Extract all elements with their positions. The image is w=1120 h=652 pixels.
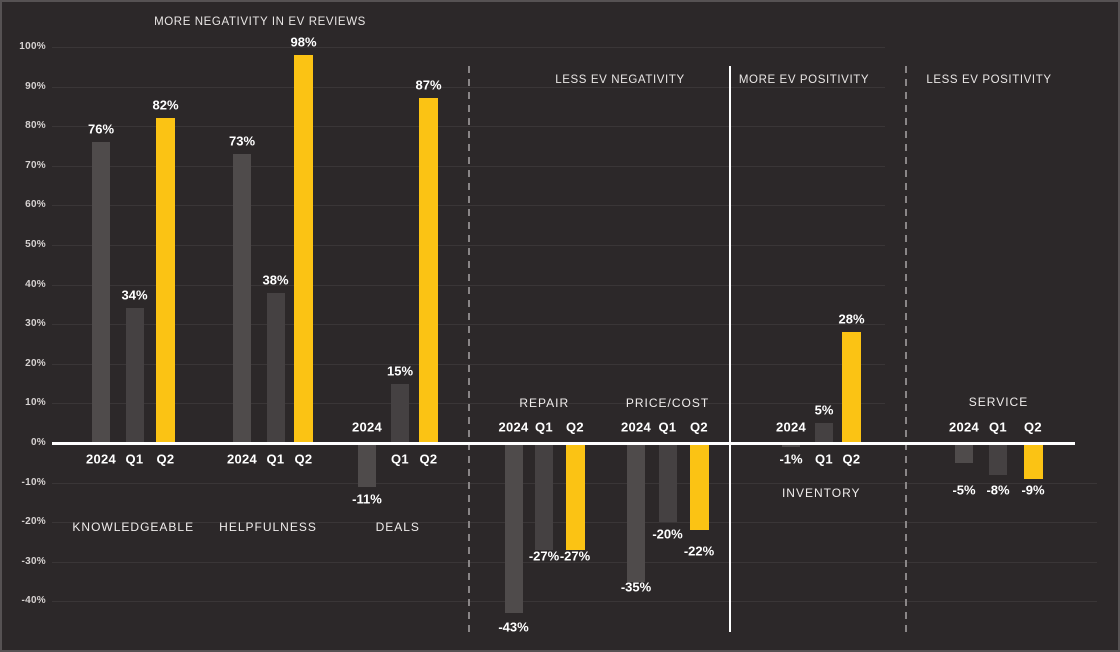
bar-repair-2024 bbox=[504, 443, 523, 614]
y-axis-tick-label: -30% bbox=[21, 555, 46, 567]
bar-price-cost-q1 bbox=[658, 443, 677, 523]
bar-value-label: 87% bbox=[415, 77, 442, 93]
bar-category-label: Q1 bbox=[815, 451, 833, 467]
bar-knowledgeable-2024 bbox=[92, 142, 110, 443]
section-header-more-ev-positivity: MORE EV POSITIVITY bbox=[738, 74, 870, 86]
bar-value-label: 34% bbox=[121, 287, 148, 303]
bar-value-label: 73% bbox=[228, 133, 256, 149]
bar-value-label: -35% bbox=[620, 579, 652, 595]
bar-value-label: 76% bbox=[87, 121, 115, 137]
bar-category-label: Q2 bbox=[690, 419, 708, 435]
section-header-less-ev-negativity: LESS EV NEGATIVITY bbox=[555, 74, 685, 86]
section-divider-solid bbox=[729, 66, 731, 632]
bar-price-cost-q2 bbox=[689, 443, 709, 531]
bar-value-label: 98% bbox=[290, 34, 317, 50]
y-axis-tick-label: 20% bbox=[25, 357, 46, 369]
chart-title: MORE NEGATIVITY IN EV REVIEWS bbox=[154, 16, 366, 28]
bar-service-q2 bbox=[1023, 443, 1043, 479]
gridline bbox=[52, 47, 885, 48]
bar-value-label: 15% bbox=[386, 363, 414, 379]
section-divider-dashed bbox=[905, 66, 907, 632]
bar-price-cost-2024 bbox=[627, 443, 645, 582]
y-axis-tick-label: 60% bbox=[25, 199, 46, 211]
group-label-price-cost: PRICE/COST bbox=[625, 396, 710, 410]
bar-category-label: 2024 bbox=[226, 451, 258, 467]
bar-helpfulness-2024 bbox=[233, 153, 251, 443]
y-axis-tick-label: 40% bbox=[25, 278, 46, 290]
bar-value-label: 38% bbox=[262, 272, 289, 288]
bar-value-label: -5% bbox=[952, 482, 976, 498]
bar-value-label: -11% bbox=[352, 491, 382, 507]
y-axis-tick-label: -40% bbox=[21, 595, 46, 607]
bar-category-label: Q2 bbox=[566, 419, 584, 435]
bar-category-label: Q2 bbox=[156, 451, 175, 467]
bar-category-label: Q1 bbox=[989, 419, 1007, 435]
bar-value-label: 28% bbox=[838, 311, 865, 327]
bar-repair-q1 bbox=[535, 443, 553, 550]
bar-value-label: -27% bbox=[528, 548, 560, 564]
bar-category-label: Q2 bbox=[842, 451, 861, 467]
bar-value-label: 82% bbox=[152, 97, 179, 113]
group-label-repair: REPAIR bbox=[519, 396, 570, 410]
bar-helpfulness-q2 bbox=[294, 54, 313, 443]
bar-value-label: -1% bbox=[779, 451, 803, 467]
group-label-inventory: INVENTORY bbox=[781, 486, 861, 500]
bar-category-label: Q1 bbox=[658, 419, 677, 435]
bar-inventory-q1 bbox=[815, 423, 833, 443]
bar-value-label: 5% bbox=[814, 402, 834, 418]
bar-category-label: 2024 bbox=[775, 419, 807, 435]
bar-value-label: -22% bbox=[683, 543, 715, 559]
y-axis-tick-label: -20% bbox=[21, 516, 46, 528]
bar-knowledgeable-q1 bbox=[125, 308, 144, 443]
group-label-knowledgeable: KNOWLEDGEABLE bbox=[72, 520, 195, 534]
bar-category-label: Q2 bbox=[1024, 419, 1042, 435]
bar-category-label: Q1 bbox=[125, 451, 144, 467]
bar-deals-2024 bbox=[358, 443, 376, 487]
y-axis-tick-label: 10% bbox=[25, 397, 46, 409]
y-axis-tick-label: 70% bbox=[25, 159, 46, 171]
group-label-helpfulness: HELPFULNESS bbox=[219, 520, 317, 534]
bar-knowledgeable-q2 bbox=[156, 118, 175, 443]
y-axis-tick-label: 0% bbox=[30, 437, 46, 448]
bar-deals-q1 bbox=[391, 383, 409, 443]
bar-category-label: Q1 bbox=[266, 451, 285, 467]
y-axis-tick-label: 80% bbox=[25, 120, 46, 132]
bar-category-label: 2024 bbox=[498, 419, 529, 435]
y-axis-tick-label: 50% bbox=[25, 239, 46, 250]
bar-service-2024 bbox=[955, 443, 973, 463]
bar-category-label: Q1 bbox=[535, 419, 553, 435]
section-divider-dashed bbox=[468, 66, 470, 632]
bar-category-label: 2024 bbox=[351, 419, 383, 435]
y-axis-tick-label: 90% bbox=[25, 80, 46, 92]
y-axis-tick-label: -10% bbox=[21, 476, 46, 488]
zero-baseline bbox=[52, 441, 1075, 445]
bar-category-label: Q2 bbox=[294, 451, 313, 467]
group-label-deals: DEALS bbox=[375, 520, 420, 534]
y-axis-tick-label: 30% bbox=[25, 318, 46, 330]
bar-value-label: -9% bbox=[1021, 482, 1045, 498]
section-header-less-ev-positivity: LESS EV POSITIVITY bbox=[926, 74, 1052, 86]
bar-inventory-2024 bbox=[782, 443, 800, 447]
bar-category-label: 2024 bbox=[948, 419, 980, 435]
bar-value-label: -27% bbox=[559, 548, 591, 564]
bar-value-label: -8% bbox=[986, 482, 1010, 498]
bar-category-label: Q2 bbox=[419, 451, 438, 467]
bar-repair-q2 bbox=[565, 443, 585, 550]
bar-service-q1 bbox=[989, 443, 1007, 475]
gridline bbox=[52, 561, 1097, 563]
bar-value-label: -43% bbox=[498, 619, 529, 635]
bar-category-label: 2024 bbox=[85, 451, 117, 467]
gridline bbox=[52, 601, 1097, 603]
group-label-service: SERVICE bbox=[968, 395, 1029, 409]
bar-category-label: Q1 bbox=[391, 451, 409, 467]
bar-helpfulness-q1 bbox=[266, 292, 285, 443]
bar-deals-q2 bbox=[419, 98, 438, 443]
bar-value-label: -20% bbox=[652, 526, 683, 542]
bar-inventory-q2 bbox=[842, 332, 861, 443]
y-axis-tick-label: 100% bbox=[19, 41, 46, 52]
bar-category-label: 2024 bbox=[620, 419, 652, 435]
